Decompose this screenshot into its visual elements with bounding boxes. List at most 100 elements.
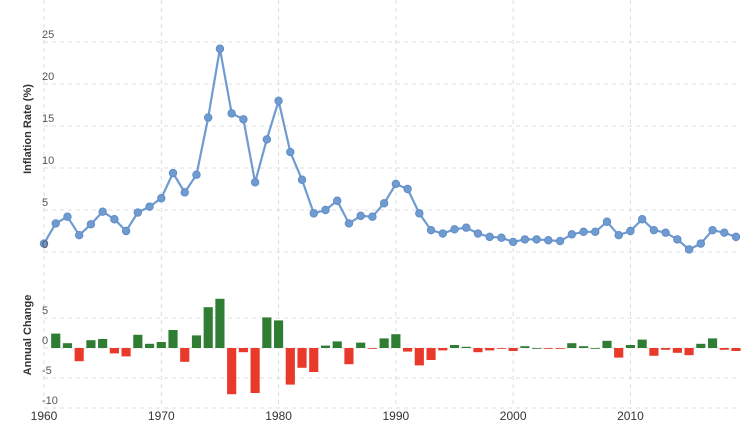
inflation-data-point <box>567 230 576 239</box>
inflation-data-point <box>555 236 565 246</box>
inflation-data-point <box>121 226 131 236</box>
inflation-data-point <box>614 230 623 240</box>
inflation-data-point <box>532 235 541 244</box>
negative-change-bar <box>403 348 413 352</box>
inflation-data-point <box>391 179 401 189</box>
negative-change-bar <box>485 348 495 351</box>
inflation-data-point <box>696 239 706 248</box>
positive-change-bar <box>168 330 178 348</box>
negative-change-bar <box>297 348 307 368</box>
positive-change-bar <box>62 343 73 348</box>
negative-change-bar <box>180 348 190 362</box>
positive-change-bar <box>262 317 272 348</box>
x-tick-label: 2000 <box>500 409 527 423</box>
positive-change-bar <box>156 342 166 348</box>
inflation-data-point <box>286 147 295 157</box>
inflation-data-point <box>250 178 260 187</box>
inflation-data-point <box>708 225 717 235</box>
positive-change-bar <box>578 346 589 348</box>
inflation-data-point <box>649 225 659 235</box>
inflation-data-point <box>520 235 530 244</box>
inflation-data-point <box>63 212 72 221</box>
bottom-y-tick-label: 5 <box>42 305 48 317</box>
positive-change-bar <box>274 320 284 348</box>
inflation-data-point <box>602 217 612 226</box>
inflation-data-point <box>473 229 483 238</box>
positive-change-bar <box>144 343 155 348</box>
positive-change-bar <box>637 339 647 348</box>
positive-change-bar <box>590 348 600 349</box>
inflation-data-point <box>309 209 318 218</box>
inflation-data-point <box>215 44 225 53</box>
negative-change-bar <box>109 348 119 354</box>
negative-change-bar <box>719 348 729 350</box>
inflation-data-point <box>51 219 60 228</box>
negative-change-bar <box>250 348 260 393</box>
grid-layer <box>43 0 736 409</box>
inflation-data-point <box>544 236 553 245</box>
inflation-data-point <box>626 226 635 236</box>
negative-change-bar <box>227 348 237 395</box>
inflation-data-point <box>403 184 412 194</box>
inflation-data-point <box>415 209 424 218</box>
inflation-data-point <box>262 135 272 144</box>
negative-change-bar <box>496 348 506 349</box>
top-y-tick-label: 10 <box>42 155 54 167</box>
positive-change-bar <box>332 341 342 348</box>
positive-change-bar <box>86 340 96 348</box>
negative-change-bar <box>649 348 659 356</box>
x-tick-label: 2010 <box>617 409 644 423</box>
inflation-data-point <box>661 228 670 237</box>
inflation-data-point <box>39 239 49 248</box>
negative-change-bar <box>731 348 741 351</box>
inflation-data-point <box>344 219 354 228</box>
inflation-data-point <box>485 232 494 242</box>
inflation-data-point <box>110 215 119 224</box>
inflation-data-point <box>497 233 506 242</box>
negative-change-bar <box>543 348 553 349</box>
inflation-markers <box>39 44 741 254</box>
negative-change-bar <box>285 348 295 385</box>
inflation-data-point <box>637 215 647 224</box>
negative-change-bar <box>238 348 248 353</box>
negative-change-bar <box>438 348 448 351</box>
x-tick-label: 1970 <box>148 409 175 423</box>
inflation-data-point <box>684 245 694 254</box>
inflation-data-point <box>321 205 330 215</box>
x-tick-label: 1980 <box>265 409 292 423</box>
positive-change-bar <box>567 343 577 348</box>
inflation-data-point <box>98 207 107 216</box>
negative-change-bar <box>508 348 518 351</box>
inflation-data-point <box>450 225 459 234</box>
bottom-y-tick-label: -10 <box>42 395 58 407</box>
inflation-data-point <box>356 211 365 221</box>
inflation-data-point <box>274 96 283 105</box>
inflation-data-point <box>204 113 213 122</box>
inflation-data-point <box>192 170 201 179</box>
top-y-tick-label: 5 <box>42 197 48 209</box>
inflation-data-point <box>133 208 143 217</box>
inflation-data-point <box>368 212 377 221</box>
negative-change-bar <box>414 348 424 366</box>
negative-change-bar <box>684 348 694 356</box>
inflation-data-point <box>508 237 518 247</box>
top-y-axis-title: Inflation Rate (%) <box>22 84 34 174</box>
positive-change-bar <box>707 338 718 348</box>
positive-change-bar <box>379 338 389 348</box>
negative-change-bar <box>661 348 671 350</box>
inflation-line-series <box>43 47 737 251</box>
inflation-data-point <box>227 109 236 118</box>
x-tick-label: 1990 <box>383 409 410 423</box>
inflation-data-point <box>426 225 436 235</box>
inflation-data-point <box>579 227 588 237</box>
inflation-data-point <box>239 115 248 124</box>
inflation-data-point <box>86 220 96 229</box>
positive-change-bar <box>356 342 366 348</box>
top-y-tick-label: 20 <box>42 71 54 83</box>
tick-labels: 1960 1970 1980 1990 2000 2010 0 5 10 15 20 25 -10 -5 0… <box>31 29 644 423</box>
positive-change-bar <box>51 333 61 348</box>
top-y-tick-label: 0 <box>42 239 48 251</box>
negative-change-bar <box>614 348 624 358</box>
positive-change-bar <box>320 345 331 348</box>
